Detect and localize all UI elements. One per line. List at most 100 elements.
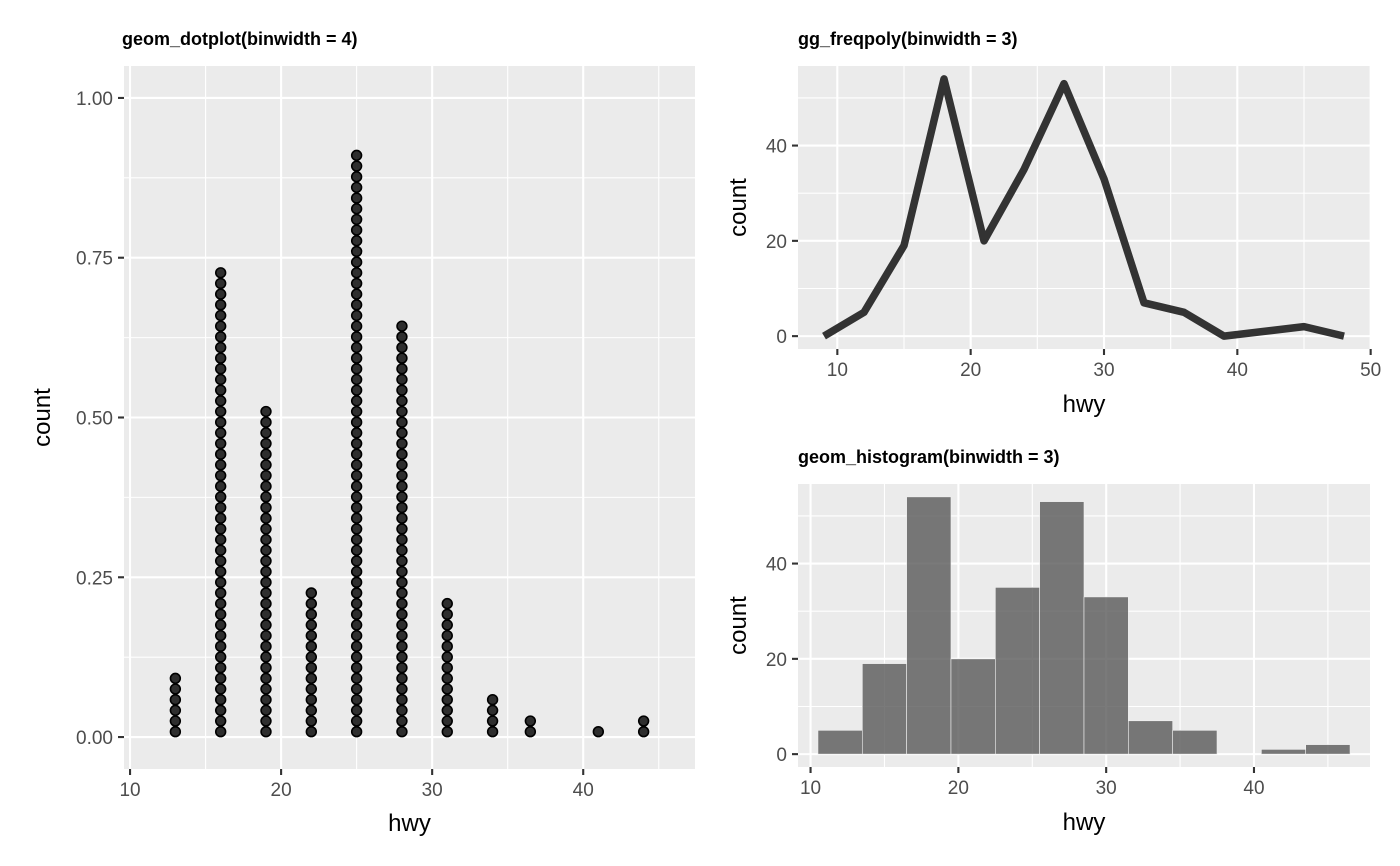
- dot: [214, 373, 227, 386]
- dot: [396, 661, 408, 674]
- dot: [350, 363, 363, 375]
- dot: [214, 704, 227, 717]
- dot: [396, 437, 408, 450]
- dot: [396, 693, 408, 706]
- dot: [260, 565, 272, 578]
- x-tick-label: 40: [1243, 778, 1264, 799]
- dot: [260, 469, 272, 482]
- dot: [350, 629, 363, 642]
- dot: [441, 672, 453, 685]
- dot: [396, 726, 408, 738]
- dot: [396, 491, 408, 503]
- dot: [214, 672, 227, 685]
- dot: [350, 320, 363, 332]
- histogram-bar: [1261, 749, 1307, 755]
- dot: [169, 683, 182, 695]
- x-tick-label: 40: [1227, 360, 1248, 381]
- dot: [350, 459, 363, 471]
- dot: [350, 608, 363, 621]
- dot: [350, 523, 363, 535]
- dot: [214, 469, 227, 482]
- dot: [396, 427, 408, 439]
- dot: [214, 587, 227, 599]
- y-tick-label: 0.50: [76, 409, 113, 430]
- dot: [350, 256, 363, 268]
- dot: [260, 629, 272, 642]
- dot: [396, 416, 408, 428]
- dot: [396, 320, 408, 332]
- y-tick-label: 40: [766, 555, 787, 576]
- dot: [350, 533, 363, 546]
- dot: [350, 619, 363, 631]
- x-axis-title: hwy: [1063, 391, 1106, 418]
- dot: [486, 715, 499, 727]
- dot: [350, 693, 363, 706]
- histogram-bar: [861, 663, 907, 755]
- dot: [305, 619, 318, 631]
- dot: [350, 491, 363, 503]
- dot: [396, 395, 408, 407]
- dot: [214, 597, 227, 610]
- dot: [350, 373, 363, 386]
- dot: [441, 726, 453, 738]
- dot: [260, 459, 272, 471]
- dot: [305, 629, 318, 642]
- dot: [396, 373, 408, 386]
- dot: [350, 437, 363, 450]
- dot: [214, 395, 227, 407]
- dot: [260, 555, 272, 567]
- dot: [396, 640, 408, 653]
- y-tick-label: 20: [766, 232, 787, 253]
- dot: [305, 587, 318, 599]
- dot: [260, 501, 272, 514]
- dot: [350, 587, 363, 599]
- dot: [396, 683, 408, 695]
- dot: [260, 405, 272, 418]
- dot: [396, 501, 408, 514]
- dot: [350, 235, 363, 247]
- dot: [396, 448, 408, 460]
- dot: [350, 181, 363, 194]
- dot: [214, 512, 227, 524]
- dot: [214, 331, 227, 343]
- x-tick-label: 40: [573, 780, 594, 801]
- dot: [260, 715, 272, 727]
- y-axis-title: count: [29, 388, 56, 447]
- dot: [260, 640, 272, 653]
- freqpoly-panel: 10 20 30 40 50 0 20 40 gg_freqpoly(binwidth = 3)…: [725, 29, 1381, 418]
- dot: [214, 288, 227, 300]
- dot: [305, 704, 318, 717]
- dot: [441, 661, 453, 674]
- dot: [396, 555, 408, 567]
- x-tick-label: 10: [800, 778, 821, 799]
- dot: [441, 640, 453, 653]
- dot: [396, 576, 408, 588]
- dot: [214, 437, 227, 450]
- dot: [441, 597, 453, 610]
- y-axis-title: count: [725, 596, 752, 655]
- dot: [350, 576, 363, 588]
- histogram-bar: [995, 587, 1040, 755]
- dot: [350, 512, 363, 524]
- dot: [396, 459, 408, 471]
- frequency-line: [822, 75, 1345, 340]
- dot: [350, 416, 363, 428]
- dot: [305, 597, 318, 610]
- dot: [260, 427, 272, 439]
- dot: [214, 267, 227, 279]
- dotplot-panel: 10 20 30 40 0.00 0.25 0.50 0.75 1.00 geom_dotplot…: [29, 29, 695, 837]
- dot: [396, 608, 408, 621]
- dot: [441, 704, 453, 717]
- dot: [350, 726, 363, 738]
- dot: [441, 619, 453, 631]
- dot: [396, 565, 408, 578]
- dot: [396, 672, 408, 685]
- dot: [350, 341, 363, 354]
- dot: [350, 672, 363, 685]
- dot: [260, 523, 272, 535]
- dot: [350, 192, 363, 204]
- dot: [214, 480, 227, 492]
- dot: [214, 544, 227, 556]
- dot: [260, 491, 272, 503]
- dot: [260, 683, 272, 695]
